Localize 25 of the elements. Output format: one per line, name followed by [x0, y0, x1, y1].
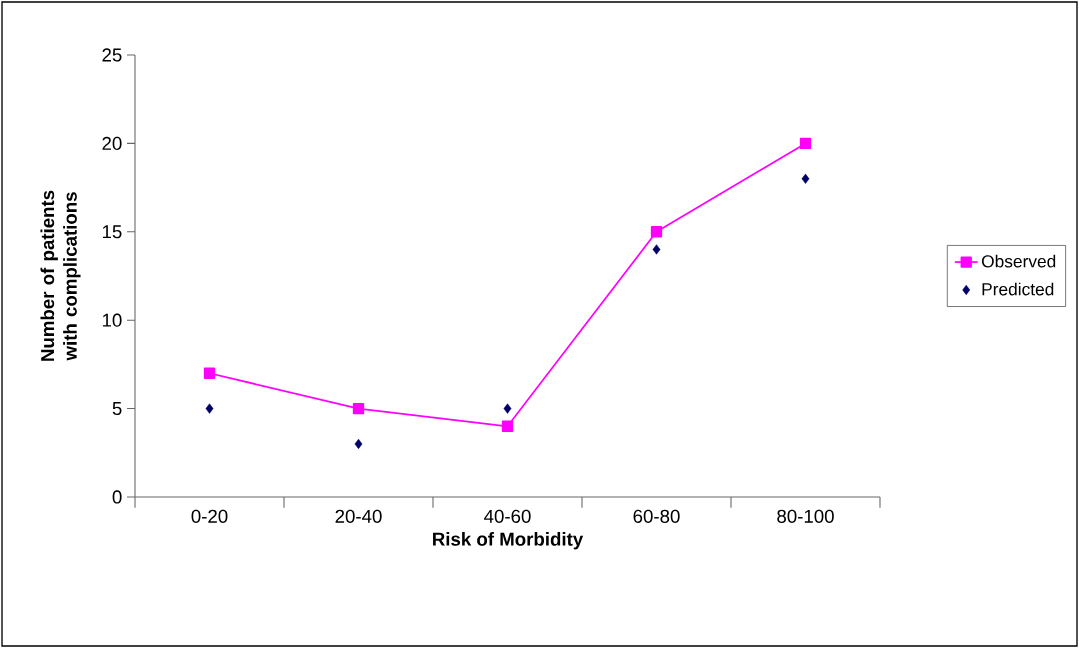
point [799, 137, 812, 150]
point [501, 420, 514, 432]
legend-label: Observed [981, 254, 1056, 268]
x-tick-label: 60-80 [633, 509, 680, 523]
y-tick-label: 0 [112, 490, 122, 504]
y-tick-label: 25 [102, 48, 122, 62]
x-tick-label: 40-60 [484, 509, 531, 523]
y-tick-label: 5 [112, 402, 122, 416]
y-axis-title: Number of patients with complications [40, 190, 81, 361]
point [652, 244, 661, 255]
point [205, 403, 214, 414]
x-tick-label: 80-100 [777, 509, 834, 523]
point [650, 226, 663, 238]
y-tick-label: 10 [102, 313, 122, 327]
point [352, 402, 365, 415]
x-axis-title: Risk of Morbidity [433, 532, 584, 550]
x-tick-label: 0-20 [191, 509, 228, 523]
legend-label: Predicted [982, 282, 1054, 296]
y-tick-label: 20 [102, 136, 122, 150]
point [354, 438, 363, 450]
y-tick-label: 15 [102, 225, 122, 239]
point [503, 403, 512, 414]
x-tick-label: 20-40 [335, 509, 382, 523]
point [203, 367, 216, 379]
point [801, 173, 810, 184]
